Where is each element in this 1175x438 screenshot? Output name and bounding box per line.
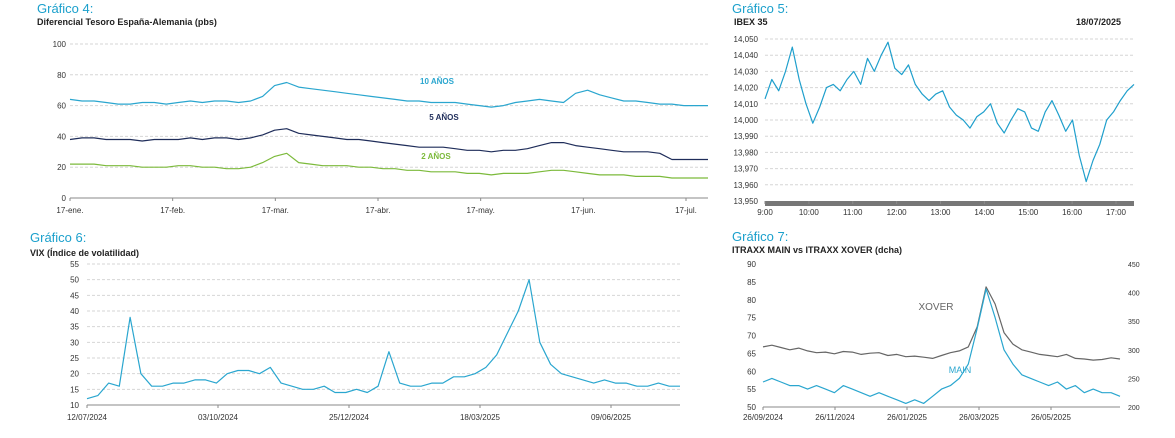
y2-tick-label: 400 — [1128, 291, 1140, 298]
y-tick-label: 35 — [70, 323, 79, 332]
y-tick-label: 15 — [70, 385, 79, 394]
y-tick-label: 85 — [747, 278, 756, 287]
y-tick-label: 14,000 — [734, 116, 759, 125]
chart-subtitle: VIX (Índice de volatilidad) — [30, 248, 140, 258]
chart-panel-g5: Gráfico 5: IBEX 35 18/07/2025 13,950 13,9… — [720, 0, 1175, 222]
y-tick-label: 40 — [57, 132, 66, 141]
y-tick-label: 10 — [70, 401, 79, 410]
chart-heading: Gráfico 6: — [30, 230, 87, 245]
y2-tick-label: 200 — [1128, 405, 1140, 412]
y2-tick-label: 450 — [1128, 262, 1140, 269]
series-line-2-años — [70, 152, 708, 179]
chart-heading: Gráfico 4: — [37, 1, 94, 16]
chart-panel-g6: Gráfico 6: VIX (Índice de volatilidad) 1… — [0, 222, 720, 438]
y2-tick-label: 250 — [1128, 376, 1140, 383]
chart-panel-g4: Gráfico 4: Diferencial Tesoro España-Ale… — [0, 0, 720, 222]
series-label-10y: 10 AÑOS — [420, 77, 455, 86]
y-tick-label: 70 — [747, 332, 756, 341]
x-tick-label: 9:00 — [757, 208, 773, 217]
y-tick-label: 30 — [70, 338, 79, 347]
series-line-5-años — [69, 128, 708, 161]
y-tick-label: 13,990 — [734, 132, 759, 141]
x-tick-label: 26/09/2024 — [743, 413, 784, 422]
x-axis-bar — [765, 201, 1134, 206]
chart-svg-g6: 10 15 20 25 30 35 40 45 50 55 12/07/2024 03/10/2024… — [67, 260, 680, 422]
y-tick-label: 90 — [747, 260, 756, 269]
chart-subtitle: IBEX 35 — [734, 17, 768, 27]
y-tick-label: 13,950 — [734, 197, 759, 206]
chart-heading: Gráfico 5: — [732, 1, 789, 16]
x-tick-label: 17-jul. — [675, 206, 697, 215]
x-tick-label: 25/12/2024 — [329, 413, 370, 422]
y2-tick-label: 350 — [1128, 319, 1140, 326]
x-tick-label: 26/05/2025 — [1031, 413, 1072, 422]
x-tick-label: 18/03/2025 — [460, 413, 501, 422]
chart-subtitle: ITRAXX MAIN vs ITRAXX XOVER (dcha) — [732, 245, 903, 255]
chart-svg-g7: 50 55 60 65 70 75 80 85 90 26/09/2024 26/11/2024 26… — [743, 260, 1140, 422]
x-tick-label: 17-jun. — [571, 206, 595, 215]
x-tick-label: 17-feb. — [160, 206, 185, 215]
chart-svg-g5: 13,950 13,960 13,970 13,980 13,990 14,000 14,0… — [734, 35, 1135, 217]
series-label-xover: XOVER — [918, 302, 953, 313]
series-label-main: MAIN — [949, 365, 972, 375]
x-tick-label: 16:00 — [1062, 208, 1083, 217]
chart-subtitle: Diferencial Tesoro España-Alemania (pbs) — [37, 17, 217, 27]
y-tick-label: 100 — [53, 40, 67, 49]
x-tick-label: 26/03/2025 — [959, 413, 1000, 422]
y-tick-label: 14,040 — [734, 51, 759, 60]
x-tick-label: 17-abr. — [366, 206, 391, 215]
x-tick-label: 09/06/2025 — [591, 413, 632, 422]
y-tick-label: 20 — [57, 163, 66, 172]
y-tick-label: 13,980 — [734, 148, 759, 157]
x-tick-label: 10:00 — [799, 208, 820, 217]
x-tick-label: 17-mar. — [262, 206, 289, 215]
x-tick-label: 15:00 — [1018, 208, 1039, 217]
y-tick-label: 80 — [57, 71, 66, 80]
y-tick-label: 50 — [70, 276, 79, 285]
y-tick-label: 40 — [70, 307, 79, 316]
y-tick-label: 0 — [62, 194, 67, 203]
x-tick-label: 12/07/2024 — [67, 413, 108, 422]
x-tick-label: 14:00 — [974, 208, 995, 217]
x-tick-label: 26/01/2025 — [887, 413, 928, 422]
y2-tick-label: 300 — [1128, 348, 1140, 355]
y-tick-label: 20 — [70, 370, 79, 379]
series-line-g6 — [86, 279, 680, 400]
y-tick-label: 55 — [70, 260, 79, 269]
y-tick-label: 55 — [747, 385, 756, 394]
x-tick-label: 13:00 — [930, 208, 951, 217]
y-tick-label: 13,970 — [734, 165, 759, 174]
y-tick-label: 13,960 — [734, 181, 759, 190]
series-line-g5 — [764, 41, 1135, 183]
y-tick-label: 65 — [747, 349, 756, 358]
chart-heading: Gráfico 7: — [732, 229, 789, 244]
y-tick-label: 45 — [70, 291, 79, 300]
y-tick-label: 60 — [747, 367, 756, 376]
y-tick-label: 14,010 — [734, 100, 759, 109]
series-label-5y: 5 AÑOS — [429, 113, 459, 122]
y-tick-label: 50 — [747, 403, 756, 412]
y-tick-label: 14,020 — [734, 84, 759, 93]
y-tick-label: 14,030 — [734, 67, 759, 76]
y-tick-label: 60 — [57, 102, 66, 111]
series-line-main — [762, 288, 1121, 404]
x-tick-label: 03/10/2024 — [198, 413, 239, 422]
chart-panel-g7: Gráfico 7: ITRAXX MAIN vs ITRAXX XOVER (… — [720, 222, 1175, 438]
x-tick-label: 17-may. — [467, 206, 495, 215]
x-tick-label: 12:00 — [887, 208, 908, 217]
x-tick-label: 17:00 — [1106, 208, 1127, 217]
series-label-2y: 2 AÑOS — [421, 152, 451, 161]
series-line-xover — [762, 286, 1121, 361]
series-line-10-años — [69, 81, 708, 108]
chart-svg-g4: 0 20 40 60 80 100 17-ene. 17-feb. 17-mar. 17-abr.… — [53, 40, 708, 215]
x-tick-label: 11:00 — [843, 208, 863, 217]
x-tick-label: 26/11/2024 — [815, 413, 855, 422]
y-tick-label: 14,050 — [734, 35, 759, 44]
y-tick-label: 80 — [747, 296, 756, 305]
y-tick-label: 75 — [747, 314, 756, 323]
y-tick-label: 25 — [70, 354, 79, 363]
x-tick-label: 17-ene. — [56, 206, 83, 215]
chart-date: 18/07/2025 — [1076, 17, 1122, 27]
